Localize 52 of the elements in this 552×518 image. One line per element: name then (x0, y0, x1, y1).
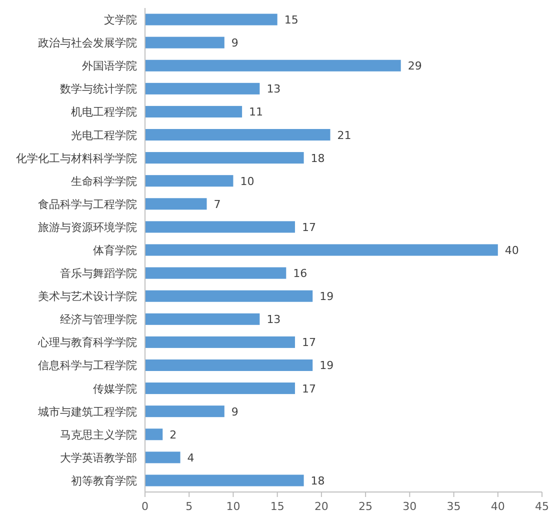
data-label: 10 (240, 174, 254, 188)
y-tick-label: 城市与建筑工程学院 (37, 405, 137, 418)
data-label: 17 (302, 336, 316, 350)
y-tick-label: 体育学院 (93, 244, 137, 257)
data-label: 21 (337, 128, 352, 142)
y-tick-label: 机电工程学院 (71, 106, 137, 119)
x-tick-label: 40 (490, 500, 505, 513)
y-tick-label: 政治与社会发展学院 (38, 36, 137, 50)
y-tick-label: 传媒学院 (93, 382, 137, 396)
data-label: 16 (293, 267, 308, 280)
y-tick-label: 生命科学学院 (71, 174, 137, 188)
data-label: 19 (320, 359, 334, 372)
data-label: 11 (249, 106, 264, 119)
x-tick-label: 45 (535, 500, 549, 513)
y-tick-label: 食品科学与工程学院 (38, 198, 137, 211)
y-tick-label: 音乐与舞蹈学院 (60, 267, 137, 280)
data-label: 18 (310, 474, 325, 488)
x-tick-label: 35 (446, 500, 461, 513)
y-tick-label: 外国语学院 (82, 60, 137, 73)
y-tick-label: 信息科学与工程学院 (38, 359, 137, 372)
data-label: 7 (214, 198, 221, 211)
data-label: 18 (310, 152, 325, 165)
x-tick-label: 20 (314, 500, 328, 513)
data-label: 13 (266, 82, 281, 96)
data-label: 19 (320, 290, 334, 304)
y-tick-label: 大学英语教学部 (60, 451, 137, 464)
data-label: 29 (408, 60, 422, 73)
y-tick-label: 光电工程学院 (71, 128, 137, 142)
y-tick-label: 美术与艺术设计学院 (38, 290, 137, 304)
x-tick-label: 0 (142, 500, 148, 513)
x-tick-label: 25 (358, 500, 373, 513)
data-label: 17 (302, 220, 316, 234)
y-tick-label: 数学与统计学院 (60, 82, 137, 96)
y-tick-label: 经济与管理学院 (60, 313, 137, 326)
x-tick-label: 10 (226, 500, 240, 513)
data-label: 40 (504, 244, 519, 257)
data-label: 13 (266, 313, 281, 326)
data-label: 9 (231, 36, 238, 50)
data-label: 4 (187, 451, 194, 464)
x-tick-label: 30 (402, 500, 417, 513)
y-tick-label: 化学化工与材料科学学院 (16, 152, 137, 165)
x-tick-label: 15 (270, 500, 284, 513)
y-tick-label: 文学院 (104, 14, 137, 27)
data-label: 17 (302, 382, 316, 396)
y-tick-label: 初等教育学院 (71, 474, 137, 488)
y-tick-label: 旅游与资源环境学院 (38, 220, 137, 234)
data-label: 2 (170, 428, 177, 442)
data-label: 15 (284, 14, 298, 27)
y-tick-label: 心理与教育科学学院 (37, 336, 137, 350)
x-tick-label: 5 (186, 500, 193, 513)
y-tick-label: 马克思主义学院 (60, 428, 137, 442)
data-label: 9 (231, 405, 238, 418)
